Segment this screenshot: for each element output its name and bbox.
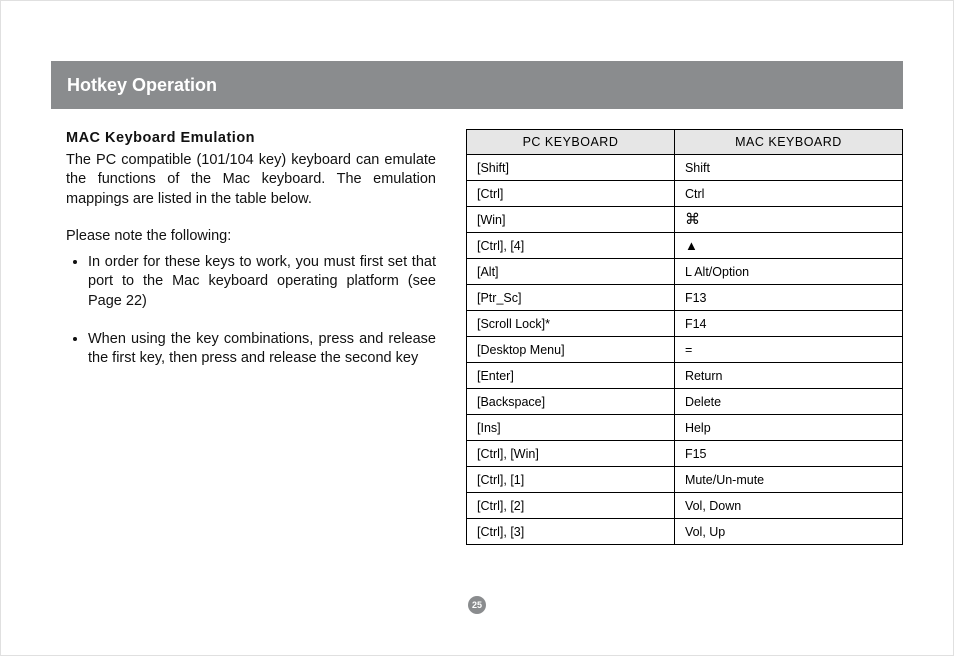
cell-pc-key: [Win] bbox=[467, 207, 675, 233]
subsection-title: MAC Keyboard Emulation bbox=[66, 129, 436, 149]
note-item: When using the key combinations, press a… bbox=[88, 330, 436, 369]
table-row: [Ctrl], [1]Mute/Un-mute bbox=[467, 467, 903, 493]
notes-intro: Please note the following: bbox=[66, 227, 436, 247]
table-row: [Alt]L Alt/Option bbox=[467, 259, 903, 285]
cell-mac-key: ⌘ bbox=[674, 207, 902, 233]
table-row: [Ctrl], [2]Vol, Down bbox=[467, 493, 903, 519]
right-column: PC KEYBOARD MAC KEYBOARD [Shift]Shift[Ct… bbox=[466, 129, 903, 545]
intro-paragraph: The PC compatible (101/104 key) keyboard… bbox=[66, 151, 436, 210]
table-row: [Ins]Help bbox=[467, 415, 903, 441]
cell-mac-key: Shift bbox=[674, 155, 902, 181]
cell-mac-key: Vol, Up bbox=[674, 519, 902, 545]
note-item: In order for these keys to work, you mus… bbox=[88, 253, 436, 312]
table-row: [Win] ⌘ bbox=[467, 207, 903, 233]
cell-mac-key: Vol, Down bbox=[674, 493, 902, 519]
table-row: [Shift]Shift bbox=[467, 155, 903, 181]
cell-pc-key: [Ctrl], [Win] bbox=[467, 441, 675, 467]
cell-mac-key: F14 bbox=[674, 311, 902, 337]
cell-mac-key: Return bbox=[674, 363, 902, 389]
table-body: [Shift]Shift[Ctrl]Ctrl[Win] ⌘ [Ctrl], [4] ▲… bbox=[467, 155, 903, 545]
cell-pc-key: [Scroll Lock]* bbox=[467, 311, 675, 337]
table-row: [Ctrl], [3]Vol, Up bbox=[467, 519, 903, 545]
left-column: MAC Keyboard Emulation The PC compatible… bbox=[66, 129, 436, 545]
table-header-mac: MAC KEYBOARD bbox=[674, 130, 902, 155]
table-row: [Ctrl], [4] ▲ bbox=[467, 233, 903, 259]
page: Hotkey Operation MAC Keyboard Emulation … bbox=[0, 0, 954, 656]
eject-icon: ▲ bbox=[685, 238, 698, 253]
cell-mac-key: ▲ bbox=[674, 233, 902, 259]
cell-mac-key: F13 bbox=[674, 285, 902, 311]
cell-pc-key: [Alt] bbox=[467, 259, 675, 285]
cell-pc-key: [Ptr_Sc] bbox=[467, 285, 675, 311]
cell-pc-key: [Desktop Menu] bbox=[467, 337, 675, 363]
cell-pc-key: [Ctrl], [3] bbox=[467, 519, 675, 545]
table-header-pc: PC KEYBOARD bbox=[467, 130, 675, 155]
table-row: [Ctrl], [Win]F15 bbox=[467, 441, 903, 467]
command-icon: ⌘ bbox=[685, 211, 700, 228]
cell-pc-key: [Ctrl] bbox=[467, 181, 675, 207]
cell-mac-key: Delete bbox=[674, 389, 902, 415]
section-title: Hotkey Operation bbox=[51, 63, 233, 108]
section-header-bar: Hotkey Operation bbox=[51, 61, 903, 109]
cell-pc-key: [Ins] bbox=[467, 415, 675, 441]
page-number-badge: 25 bbox=[468, 596, 486, 614]
table-row: [Backspace]Delete bbox=[467, 389, 903, 415]
content-area: MAC Keyboard Emulation The PC compatible… bbox=[66, 129, 903, 545]
cell-pc-key: [Backspace] bbox=[467, 389, 675, 415]
cell-mac-key: L Alt/Option bbox=[674, 259, 902, 285]
cell-mac-key: Help bbox=[674, 415, 902, 441]
cell-mac-key: Mute/Un-mute bbox=[674, 467, 902, 493]
table-row: [Scroll Lock]*F14 bbox=[467, 311, 903, 337]
notes-list: In order for these keys to work, you mus… bbox=[66, 253, 436, 369]
cell-pc-key: [Ctrl], [1] bbox=[467, 467, 675, 493]
cell-mac-key: F15 bbox=[674, 441, 902, 467]
cell-pc-key: [Shift] bbox=[467, 155, 675, 181]
table-row: [Ptr_Sc]F13 bbox=[467, 285, 903, 311]
cell-pc-key: [Enter] bbox=[467, 363, 675, 389]
table-row: [Enter]Return bbox=[467, 363, 903, 389]
table-row: [Desktop Menu]= bbox=[467, 337, 903, 363]
table-row: [Ctrl]Ctrl bbox=[467, 181, 903, 207]
keyboard-mapping-table: PC KEYBOARD MAC KEYBOARD [Shift]Shift[Ct… bbox=[466, 129, 903, 545]
cell-mac-key: = bbox=[674, 337, 902, 363]
cell-pc-key: [Ctrl], [2] bbox=[467, 493, 675, 519]
cell-pc-key: [Ctrl], [4] bbox=[467, 233, 675, 259]
cell-mac-key: Ctrl bbox=[674, 181, 902, 207]
